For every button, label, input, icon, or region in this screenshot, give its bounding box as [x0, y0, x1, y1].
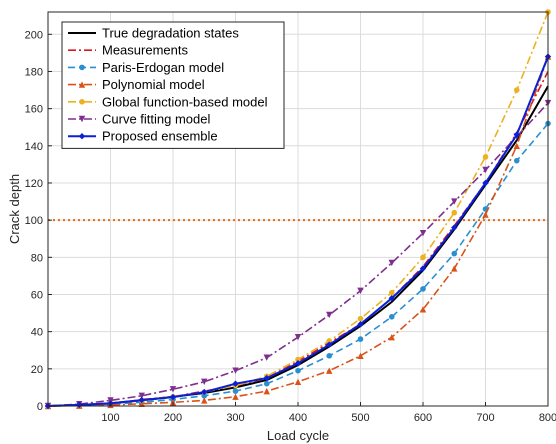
- data-point: [295, 367, 301, 374]
- y-tick-label: 200: [25, 29, 43, 41]
- data-point: [232, 367, 239, 374]
- x-tick-label: 700: [476, 412, 494, 424]
- x-tick-label: 400: [289, 412, 307, 424]
- data-point: [482, 154, 489, 160]
- data-point: [419, 306, 427, 313]
- data-point: [388, 313, 395, 320]
- data-point: [513, 157, 520, 164]
- data-point: [295, 356, 301, 363]
- data-point: [201, 378, 208, 386]
- legend-box: [61, 21, 285, 149]
- data-point: [513, 131, 520, 138]
- data-point: [78, 133, 86, 140]
- data-point: [201, 388, 208, 396]
- data-point: [232, 380, 239, 387]
- data-point: [263, 354, 270, 361]
- data-point: [388, 334, 395, 341]
- x-axis-label: Load cycle: [267, 428, 329, 443]
- data-point: [326, 311, 333, 319]
- data-point: [79, 99, 85, 105]
- data-point: [451, 250, 458, 257]
- data-point: [513, 87, 520, 93]
- data-point: [420, 286, 426, 292]
- x-tick-label: 800: [539, 412, 556, 424]
- y-tick-label: 80: [31, 252, 43, 264]
- legend-entry: Curve fitting model: [68, 112, 210, 127]
- data-point: [169, 393, 177, 401]
- data-point: [138, 400, 145, 407]
- y-axis-label: Crack depth: [7, 174, 22, 244]
- data-point: [357, 352, 364, 360]
- y-tick-label: 180: [25, 66, 43, 78]
- data-point: [79, 64, 85, 71]
- data-point: [326, 338, 333, 344]
- data-point: [201, 397, 208, 404]
- data-point: [326, 353, 333, 359]
- legend-label: Polynomial model: [102, 77, 205, 92]
- data-point: [357, 315, 364, 322]
- data-point: [419, 229, 427, 237]
- legend-entry: True degradation states: [68, 26, 239, 41]
- data-point: [357, 336, 364, 342]
- data-point: [78, 115, 86, 123]
- data-point: [263, 374, 270, 382]
- legend-label: Measurements: [102, 43, 188, 58]
- data-point: [388, 259, 395, 267]
- data-point: [294, 378, 302, 386]
- data-point: [451, 198, 458, 205]
- x-tick-label: 200: [164, 412, 182, 424]
- legend-label: Proposed ensemble: [102, 129, 218, 144]
- y-tick-label: 140: [25, 141, 43, 153]
- x-tick-label: 100: [101, 412, 119, 424]
- y-tick-label: 120: [25, 178, 43, 190]
- data-point: [388, 289, 395, 296]
- x-tick-label: 300: [226, 412, 244, 424]
- x-tick-label: 500: [351, 412, 369, 424]
- data-point: [357, 321, 364, 328]
- data-point: [138, 392, 145, 399]
- data-point: [419, 265, 427, 272]
- legend-entry: Polynomial model: [68, 77, 205, 92]
- series-3: [44, 53, 552, 410]
- data-point: [513, 142, 520, 150]
- y-tick-label: 0: [37, 401, 43, 413]
- data-point: [420, 254, 426, 261]
- data-point: [326, 341, 333, 348]
- data-point: [78, 81, 86, 88]
- legend-label: Curve fitting model: [102, 112, 210, 127]
- data-point: [232, 388, 239, 394]
- data-point: [482, 166, 489, 174]
- data-point: [357, 287, 364, 294]
- y-tick-label: 60: [31, 289, 43, 301]
- data-point: [388, 295, 395, 302]
- data-point: [482, 179, 489, 187]
- tick-labels: 100 200 300 400 500 600 700 800 0 20 40 60 80 100 120 1…: [25, 29, 556, 424]
- legend: True degradation states Measurements Paris…: [61, 21, 285, 149]
- data-point: [451, 209, 458, 216]
- data-point: [263, 380, 270, 387]
- y-tick-label: 20: [31, 364, 43, 376]
- legend-label: Paris-Erdogan model: [102, 60, 224, 75]
- x-tick-label: 600: [414, 412, 432, 424]
- y-tick-label: 40: [31, 327, 43, 339]
- data-point: [232, 393, 239, 400]
- data-point: [294, 334, 302, 341]
- data-point: [294, 360, 302, 367]
- y-tick-label: 160: [25, 104, 43, 116]
- legend-entry: Measurements: [68, 43, 188, 58]
- data-point: [451, 265, 458, 272]
- data-point: [326, 367, 333, 374]
- legend-entry: Proposed ensemble: [68, 129, 218, 144]
- legend-label: True degradation states: [102, 26, 239, 41]
- data-point: [263, 387, 270, 395]
- y-tick-label: 100: [25, 215, 43, 227]
- data-point: [138, 396, 145, 404]
- legend-entry: Paris-Erdogan model: [68, 60, 224, 75]
- data-point: [482, 211, 489, 218]
- data-point: [169, 386, 177, 393]
- legend-label: Global function-based model: [102, 94, 268, 109]
- data-point: [451, 224, 458, 231]
- legend-entry: Global function-based model: [68, 94, 268, 109]
